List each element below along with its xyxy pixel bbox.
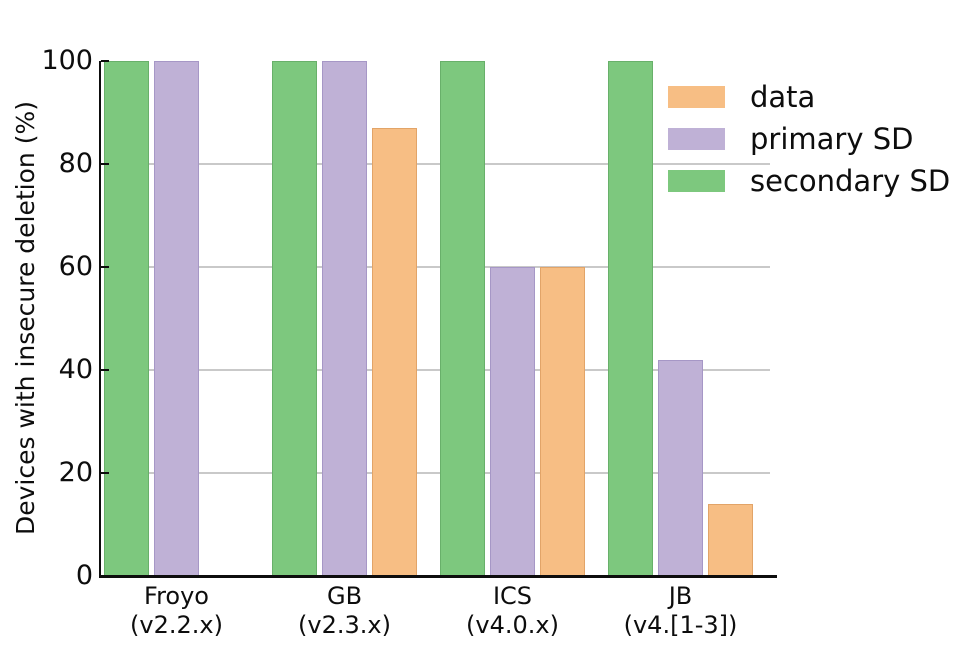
legend-item-primary-SD: primary SD [668, 124, 950, 153]
x-axis-line [98, 575, 777, 578]
bar-data-jb [708, 503, 753, 576]
x-tick-version: (v2.3.x) [298, 611, 391, 639]
gridline-40 [101, 369, 770, 371]
bar-data-gb [372, 127, 417, 576]
y-tick-label-100: 100 [41, 45, 93, 76]
bar-primary-SD-jb [658, 359, 703, 576]
y-tick-20 [101, 471, 109, 475]
x-tick-version: (v2.2.x) [130, 611, 223, 639]
y-tick-label-40: 40 [58, 354, 93, 385]
legend-swatch-primary-SD [668, 128, 725, 150]
y-tick-0 [101, 574, 109, 578]
gridline-60 [101, 266, 770, 268]
y-tick-100 [101, 59, 109, 63]
y-tick-label-0: 0 [75, 560, 93, 591]
gridline-80 [101, 163, 770, 165]
x-tick-label-jb: JB (v4.[1-3]) [596, 582, 766, 640]
x-tick-name: GB [326, 582, 363, 610]
bar-secondary-SD-ics [440, 61, 485, 576]
gridline-20 [101, 472, 770, 474]
legend-item-data: data [668, 82, 950, 111]
bar-secondary-SD-gb [272, 61, 317, 576]
bar-primary-SD-ics [490, 267, 535, 576]
legend-swatch-secondary-SD [668, 170, 725, 192]
x-tick-name: Froyo [144, 582, 209, 610]
x-tick-version: (v4.0.x) [466, 611, 559, 639]
x-tick-label-froyo: Froyo (v2.2.x) [92, 582, 262, 640]
bar-primary-SD-gb [322, 61, 367, 576]
legend-item-secondary-SD: secondary SD [668, 166, 950, 195]
x-tick-label-gb: GB (v2.3.x) [260, 582, 430, 640]
y-tick-label-60: 60 [58, 251, 93, 282]
legend-label-secondary-SD: secondary SD [750, 163, 951, 198]
legend-swatch-data [668, 86, 725, 108]
legend: data primary SD secondary SD [668, 82, 950, 195]
bar-secondary-SD-jb [608, 61, 653, 576]
y-tick-label-20: 20 [58, 457, 93, 488]
x-tick-name: JB [668, 582, 693, 610]
x-tick-label-ics: ICS (v4.0.x) [428, 582, 598, 640]
y-tick-60 [101, 265, 109, 269]
y-axis-title: Devices with insecure deletion (%) [11, 101, 40, 535]
y-axis-line [98, 61, 101, 578]
bar-secondary-SD-froyo [104, 61, 149, 576]
bar-primary-SD-froyo [154, 61, 199, 576]
x-tick-name: ICS [492, 582, 533, 610]
bar-data-ics [540, 267, 585, 576]
legend-label-data: data [750, 79, 816, 114]
x-tick-version: (v4.[1-3]) [623, 611, 738, 639]
y-tick-80 [101, 162, 109, 166]
y-tick-40 [101, 368, 109, 372]
y-tick-label-80: 80 [58, 148, 93, 179]
legend-label-primary-SD: primary SD [750, 121, 914, 156]
